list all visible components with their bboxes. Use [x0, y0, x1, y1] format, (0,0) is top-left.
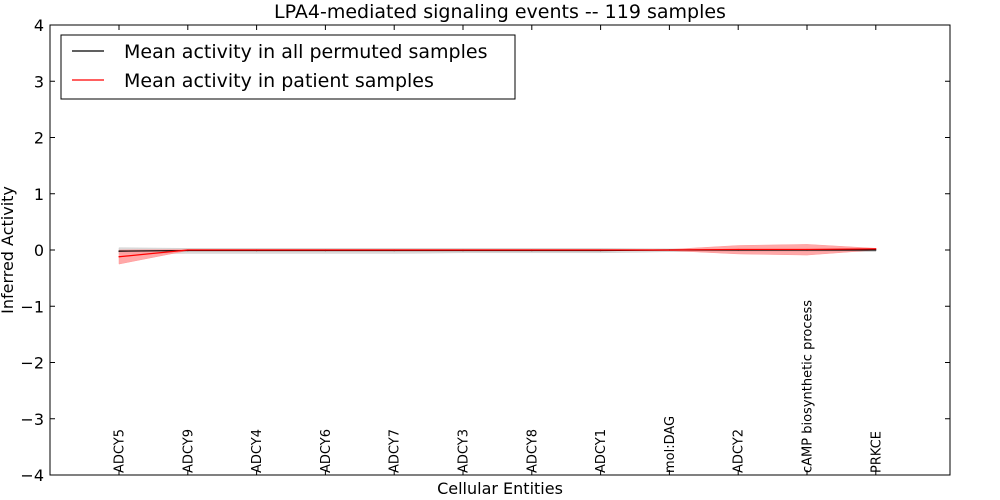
- x-tick-label-9: ADCY2: [732, 429, 747, 473]
- point-series-1-7: [600, 249, 602, 251]
- x-tick-label-3: ADCY6: [319, 429, 334, 473]
- x-axis-label: Cellular Entities: [437, 479, 563, 498]
- point-series-1-1: [187, 249, 189, 251]
- band-series-1: [118, 244, 877, 265]
- series-lines: [118, 248, 877, 258]
- y-tick-label-2: 2: [34, 129, 44, 148]
- y-tick-label-1: 3: [34, 72, 44, 91]
- point-series-1-0: [118, 256, 120, 258]
- x-axis: ADCY5 ADCY9 ADCY4 ADCY6 ADCY7 ADCY3 ADCY8 ADCY1…: [113, 25, 884, 475]
- y-axis: 4 3 2 1 0 −1 −2 −3 −4: [20, 16, 950, 485]
- y-tick-label-7: −3: [20, 410, 44, 429]
- x-tick-label-0: ADCY5: [113, 429, 128, 473]
- x-tick-label-7: ADCY1: [594, 429, 609, 473]
- x-tick-label-10: cAMP biosynthetic process: [801, 300, 816, 473]
- point-series-1-8: [668, 249, 671, 251]
- chart-title: LPA4-mediated signaling events -- 119 sa…: [274, 1, 726, 23]
- point-series-1-2: [256, 249, 258, 251]
- confidence-bands: [118, 244, 877, 265]
- x-tick-label-1: ADCY9: [181, 429, 196, 473]
- point-series-1-10: [806, 248, 808, 251]
- point-series-1-3: [324, 249, 326, 251]
- line-series-1: [118, 248, 876, 258]
- point-series-1-5: [462, 249, 464, 251]
- point-series-1-6: [531, 249, 533, 251]
- y-tick-label-6: −2: [20, 354, 44, 373]
- point-series-1-11: [875, 248, 877, 250]
- point-series-0-0: [118, 250, 120, 252]
- point-series-0-11: [875, 249, 877, 251]
- x-tick-label-11: PRKCE: [869, 431, 884, 473]
- y-tick-label-4: 0: [34, 241, 44, 260]
- x-tick-label-4: ADCY7: [388, 429, 403, 473]
- x-tick-label-6: ADCY8: [525, 429, 540, 473]
- y-tick-label-3: 1: [34, 185, 44, 204]
- point-series-1-4: [393, 249, 395, 251]
- legend-label-permuted: Mean activity in all permuted samples: [124, 41, 487, 63]
- x-tick-label-8: mol:DAG: [663, 416, 678, 473]
- y-tick-label-8: −4: [20, 466, 44, 485]
- legend-label-patient: Mean activity in patient samples: [124, 70, 434, 92]
- legend-box: [60, 34, 516, 100]
- y-axis-label: Inferred Activity: [0, 186, 17, 314]
- y-tick-label-0: 4: [34, 16, 44, 35]
- y-tick-label-5: −1: [20, 297, 44, 316]
- x-tick-label-2: ADCY4: [250, 429, 265, 473]
- legend: Mean activity in all permuted samples Me…: [60, 34, 516, 100]
- x-tick-label-5: ADCY3: [457, 429, 472, 473]
- point-series-1-9: [737, 248, 739, 251]
